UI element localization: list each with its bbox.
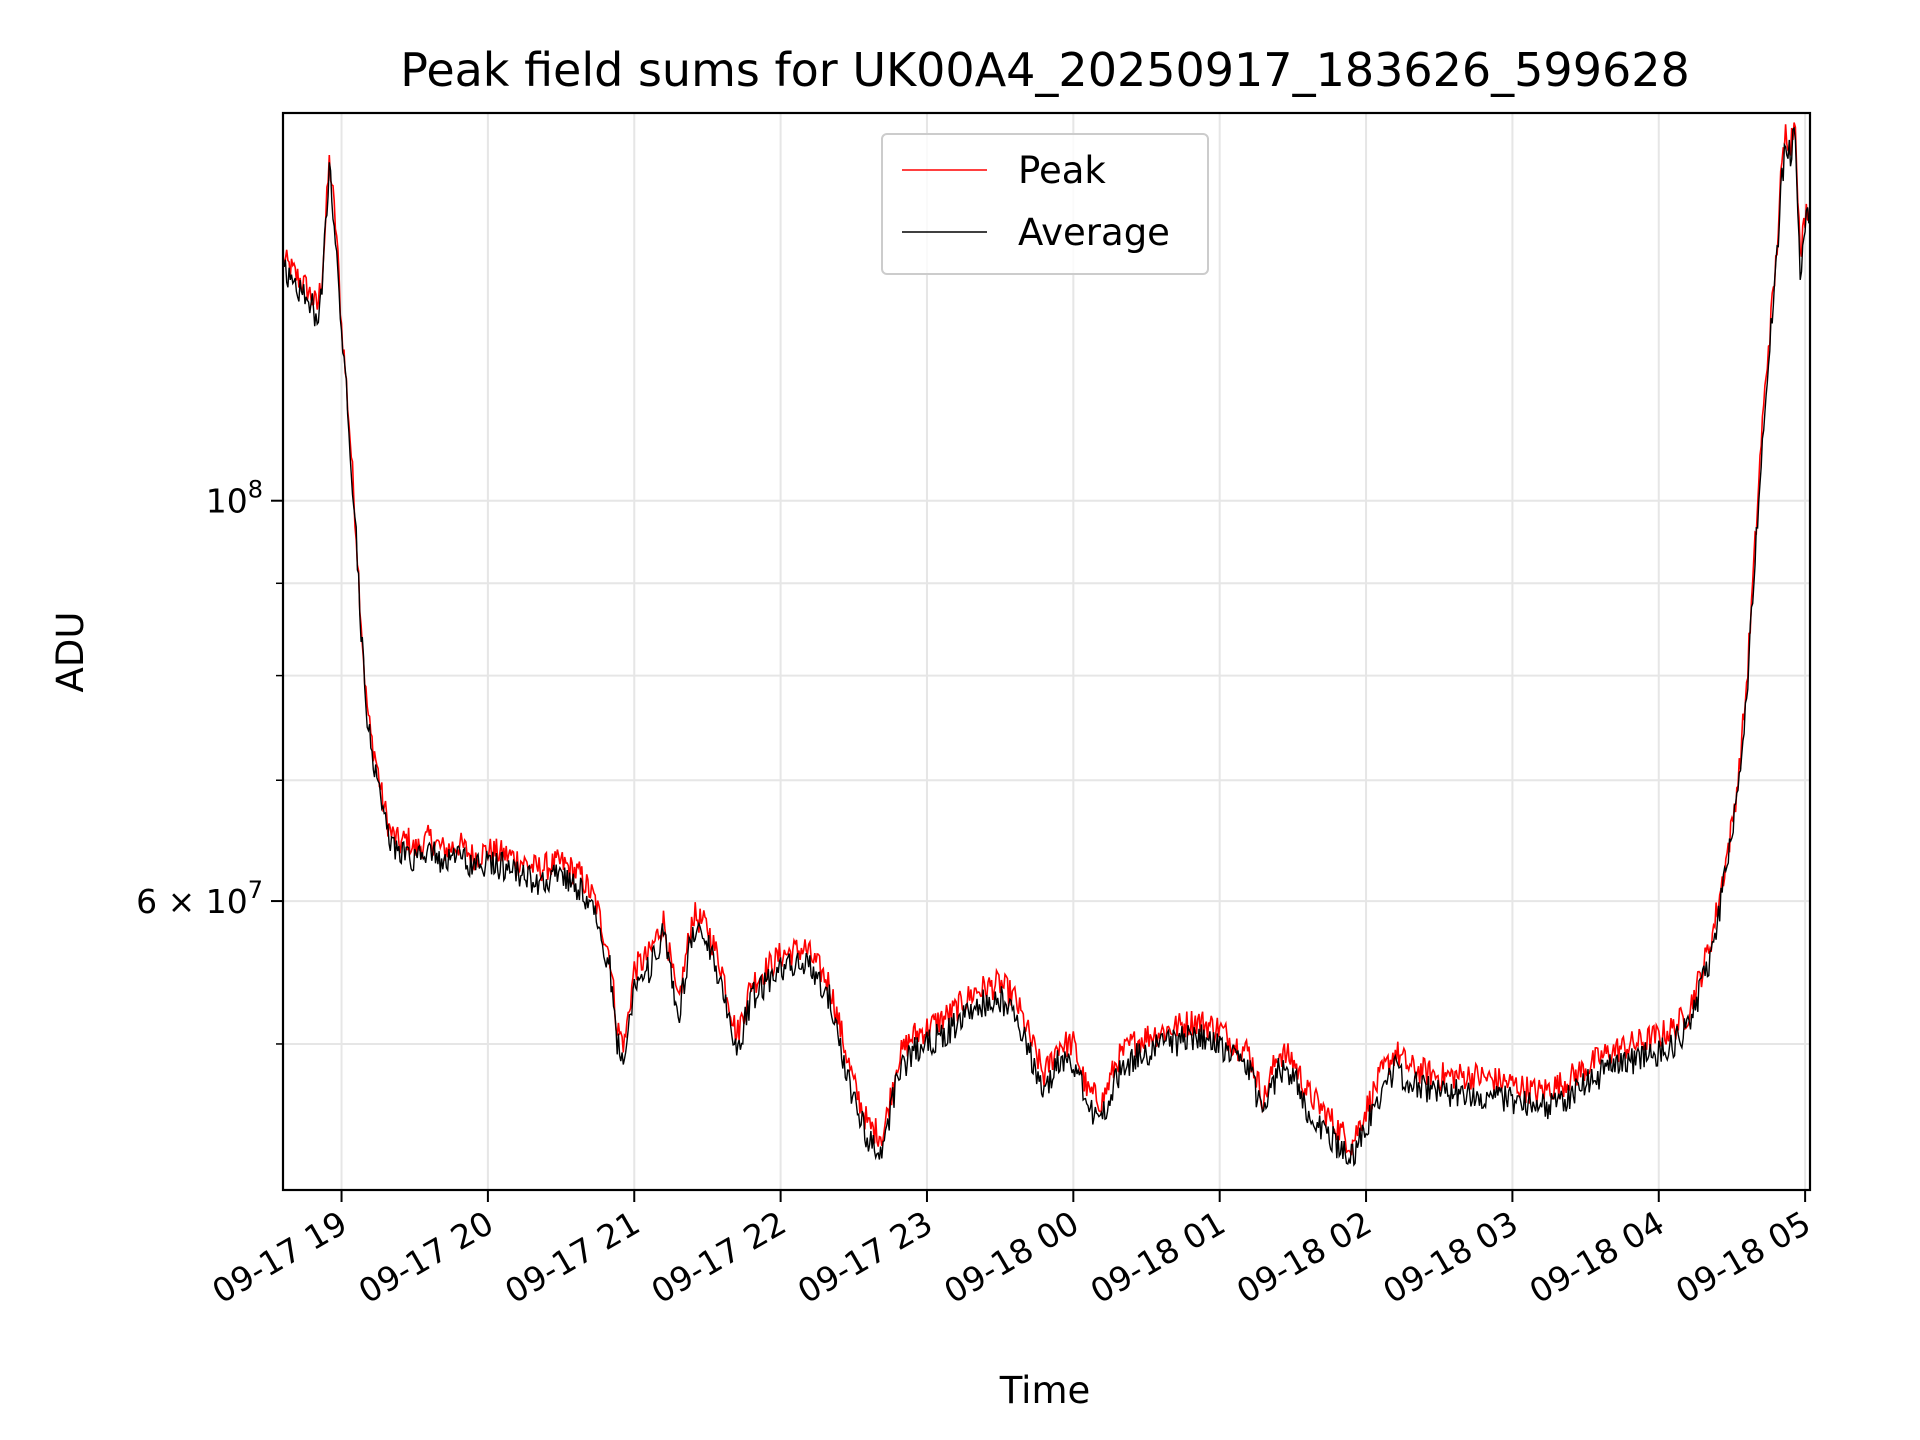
y-axis: 108 6 × 107 <box>136 476 283 1045</box>
y-axis-label: ADU <box>49 612 92 693</box>
y-tick-label-exponent: 7 <box>248 876 263 904</box>
x-axis-label: Time <box>999 1369 1091 1412</box>
legend-box <box>881 133 1209 275</box>
legend: Peak Average <box>881 133 1209 275</box>
plot-area-frame <box>281 111 1812 1192</box>
grid-lines <box>283 113 1810 1190</box>
series-line-peak <box>282 122 1811 1156</box>
y-tick-label-exponent: 8 <box>248 476 263 504</box>
legend-label-peak: Peak <box>1018 149 1106 192</box>
series-line-average <box>282 126 1811 1167</box>
y-tick-label-base: 10 <box>206 482 248 521</box>
chart-title: Peak field sums for UK00A4_20250917_1836… <box>400 43 1690 97</box>
y-tick-label-base: 6 × 10 <box>136 882 248 921</box>
series-lines <box>282 122 1811 1167</box>
y-tick-label: 108 <box>206 476 263 521</box>
y-tick-label: 6 × 107 <box>136 876 263 921</box>
legend-label-average: Average <box>1018 211 1170 254</box>
